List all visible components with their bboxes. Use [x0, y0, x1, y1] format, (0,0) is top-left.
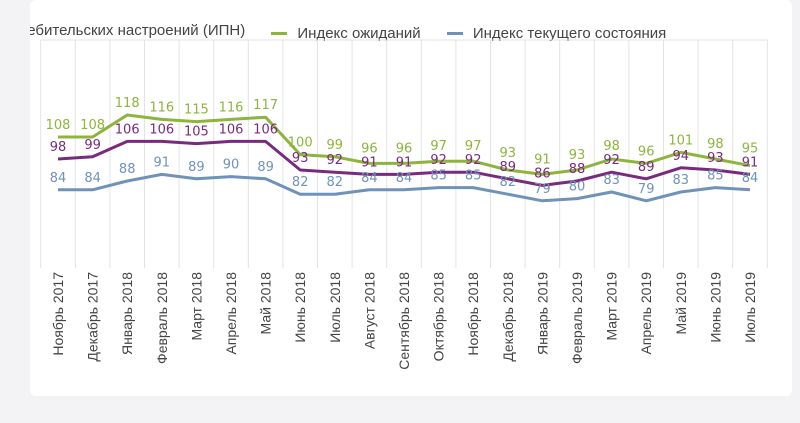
data-label: 90 — [223, 158, 240, 173]
data-label: 84 — [84, 171, 101, 186]
data-label: 94 — [673, 149, 690, 164]
data-label: 88 — [569, 162, 586, 177]
x-tick-label: Апрель 2019 — [638, 272, 654, 355]
data-label: 91 — [742, 155, 759, 170]
data-label: 82 — [327, 175, 344, 190]
series-line-1 — [58, 113, 751, 176]
data-label: 118 — [115, 96, 140, 111]
series-line-2 — [58, 172, 751, 203]
data-label: 84 — [50, 171, 67, 186]
data-label: 93 — [569, 148, 586, 163]
data-label: 101 — [668, 133, 693, 148]
data-label: 108 — [80, 118, 105, 133]
x-tick-label: Сентябрь 2018 — [396, 272, 412, 370]
data-label: 89 — [188, 160, 205, 175]
data-label: 91 — [154, 155, 171, 170]
data-label: 89 — [500, 160, 517, 175]
legend: отребительских настроений (ИПН) Индекс о… — [30, 22, 688, 42]
legend-label: Индекс ожиданий — [297, 25, 421, 42]
data-label: 83 — [603, 173, 620, 188]
data-label: 115 — [184, 103, 209, 118]
legend-swatch — [271, 32, 288, 35]
data-label: 82 — [500, 175, 517, 190]
data-label: 106 — [253, 122, 278, 137]
data-label: 99 — [327, 138, 344, 153]
x-tick-label: Март 2019 — [604, 272, 620, 341]
x-tick-label: Август 2018 — [361, 272, 377, 349]
data-label: 89 — [638, 160, 655, 175]
data-label: 96 — [638, 144, 655, 159]
chart-card: отребительских настроений (ИПН) Индекс о… — [30, 0, 792, 396]
data-label: 98 — [50, 140, 67, 155]
data-label: 80 — [569, 180, 586, 195]
data-label: 82 — [292, 175, 309, 190]
data-label: 95 — [742, 141, 759, 156]
data-label: 84 — [396, 171, 413, 186]
x-tick-label: Июнь 2018 — [292, 272, 308, 343]
x-tick-label: Июль 2019 — [742, 272, 758, 343]
legend-swatch — [446, 32, 463, 35]
data-label: 100 — [288, 136, 313, 151]
data-label: 79 — [638, 182, 655, 197]
data-label: 91 — [396, 155, 413, 170]
x-tick-label: Май 2019 — [673, 272, 689, 335]
data-label: 84 — [742, 171, 759, 186]
x-tick-label: Ноябрь 2017 — [50, 272, 66, 356]
data-label: 84 — [361, 171, 378, 186]
data-label: 108 — [46, 118, 71, 133]
data-label: 96 — [361, 141, 378, 156]
data-label: 106 — [115, 122, 140, 137]
data-label: 97 — [465, 139, 482, 154]
legend-item-ipn[interactable]: отребительских настроений (ИПН) — [30, 22, 245, 39]
legend-item-expectations[interactable]: Индекс ожиданий — [271, 25, 421, 42]
data-label: 92 — [603, 153, 620, 168]
data-label: 98 — [603, 139, 620, 154]
data-label: 92 — [327, 153, 344, 168]
legend-item-current[interactable]: Индекс текущего состояния — [446, 25, 667, 42]
data-label: 99 — [84, 138, 101, 153]
x-tick-label: Май 2018 — [258, 272, 274, 335]
legend-label: Индекс текущего состояния — [472, 25, 667, 42]
data-label: 85 — [465, 169, 482, 184]
x-tick-label: Апрель 2018 — [223, 272, 239, 355]
data-label: 83 — [673, 173, 690, 188]
x-tick-label: Декабрь 2018 — [500, 272, 516, 362]
data-label: 91 — [361, 155, 378, 170]
data-label: 116 — [149, 100, 174, 115]
data-label: 92 — [430, 153, 447, 168]
x-tick-label: Июль 2018 — [327, 272, 343, 343]
series-line-0 — [57, 139, 751, 187]
legend-label: отребительских настроений (ИПН) — [30, 22, 246, 39]
data-label: 96 — [396, 141, 413, 156]
data-label: 93 — [292, 151, 309, 166]
x-tick-label: Октябрь 2018 — [431, 272, 447, 362]
data-label: 85 — [430, 169, 447, 184]
data-label: 91 — [534, 152, 551, 167]
data-label: 116 — [219, 100, 244, 115]
x-tick-label: Декабрь 2017 — [85, 272, 101, 362]
data-label: 93 — [707, 151, 724, 166]
data-label: 88 — [119, 162, 136, 177]
x-tick-label: Январь 2019 — [534, 272, 550, 355]
x-tick-label: Февраль 2018 — [154, 272, 170, 364]
x-tick-label: Март 2018 — [188, 272, 204, 341]
data-label: 106 — [219, 122, 244, 137]
data-label: 79 — [534, 182, 551, 197]
data-label: 86 — [534, 166, 551, 181]
data-label: 98 — [707, 137, 724, 152]
x-tick-label: Ноябрь 2018 — [465, 272, 481, 356]
data-label: 93 — [500, 146, 517, 161]
data-label: 106 — [149, 122, 174, 137]
data-label: 117 — [253, 98, 278, 113]
x-tick-label: Июнь 2019 — [707, 272, 723, 343]
x-tick-label: Февраль 2019 — [569, 272, 585, 364]
line-chart: 84 98 108 84 99 108 88 106 118 91 106 116 89 105 115 90… — [40, 39, 768, 370]
data-label: 97 — [430, 139, 447, 154]
data-label: 92 — [465, 153, 482, 168]
x-tick-label: Январь 2018 — [119, 272, 135, 355]
data-label: 105 — [184, 125, 209, 140]
data-label: 89 — [257, 160, 274, 175]
data-label: 85 — [707, 169, 724, 184]
